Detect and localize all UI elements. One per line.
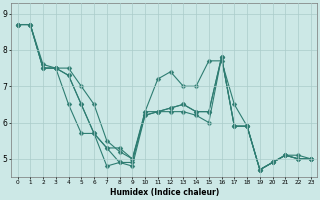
X-axis label: Humidex (Indice chaleur): Humidex (Indice chaleur) (109, 188, 219, 197)
